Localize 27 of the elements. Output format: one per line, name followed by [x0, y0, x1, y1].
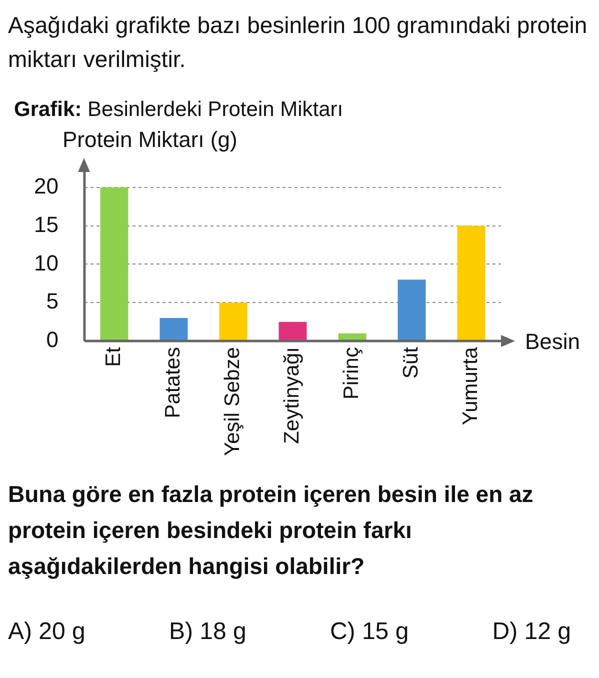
x-tick-label: Süt — [400, 346, 423, 379]
y-tick-label: 0 — [46, 327, 58, 352]
x-tick-label: Patates — [162, 347, 185, 418]
text: D) 12 g — [492, 618, 571, 646]
y-tick-label: 20 — [34, 173, 58, 198]
bar — [457, 226, 486, 341]
y-tick-label: 10 — [34, 250, 58, 276]
bar — [100, 187, 128, 341]
text: B) 18 g — [168, 618, 246, 646]
x-tick-label: Yeşil Sebze — [221, 347, 244, 456]
x-tick-label: Zeytinyağı — [280, 347, 304, 444]
text: Buna göre en fazla protein içeren besin ile en az protein içeren besindeki protein farkı aşağıdakilerden hangisi olabilir? — [8, 480, 534, 581]
bar — [219, 302, 248, 341]
y-tick-label: 5 — [46, 288, 58, 314]
text: C) 15 g — [330, 618, 409, 646]
y-tick-label: 15 — [34, 212, 58, 237]
y-axis-title: Protein Miktarı (g) — [62, 127, 238, 152]
bar — [160, 318, 188, 341]
x-axis-title: Besin — [525, 329, 580, 354]
text: A) 20 g — [8, 618, 86, 646]
x-tick-label: Pirinç — [340, 347, 364, 400]
x-tick-label: Yumurta — [459, 346, 482, 426]
x-tick-label: Et — [102, 346, 126, 367]
bar — [278, 322, 307, 341]
chart-title: Grafik: Besinlerdeki Protein Miktarı — [14, 98, 344, 122]
bar — [398, 280, 426, 341]
text: Aşağıdaki grafikte bazı besinlerin 100 gramındaki protein miktarı verilmiştir. — [8, 11, 588, 74]
